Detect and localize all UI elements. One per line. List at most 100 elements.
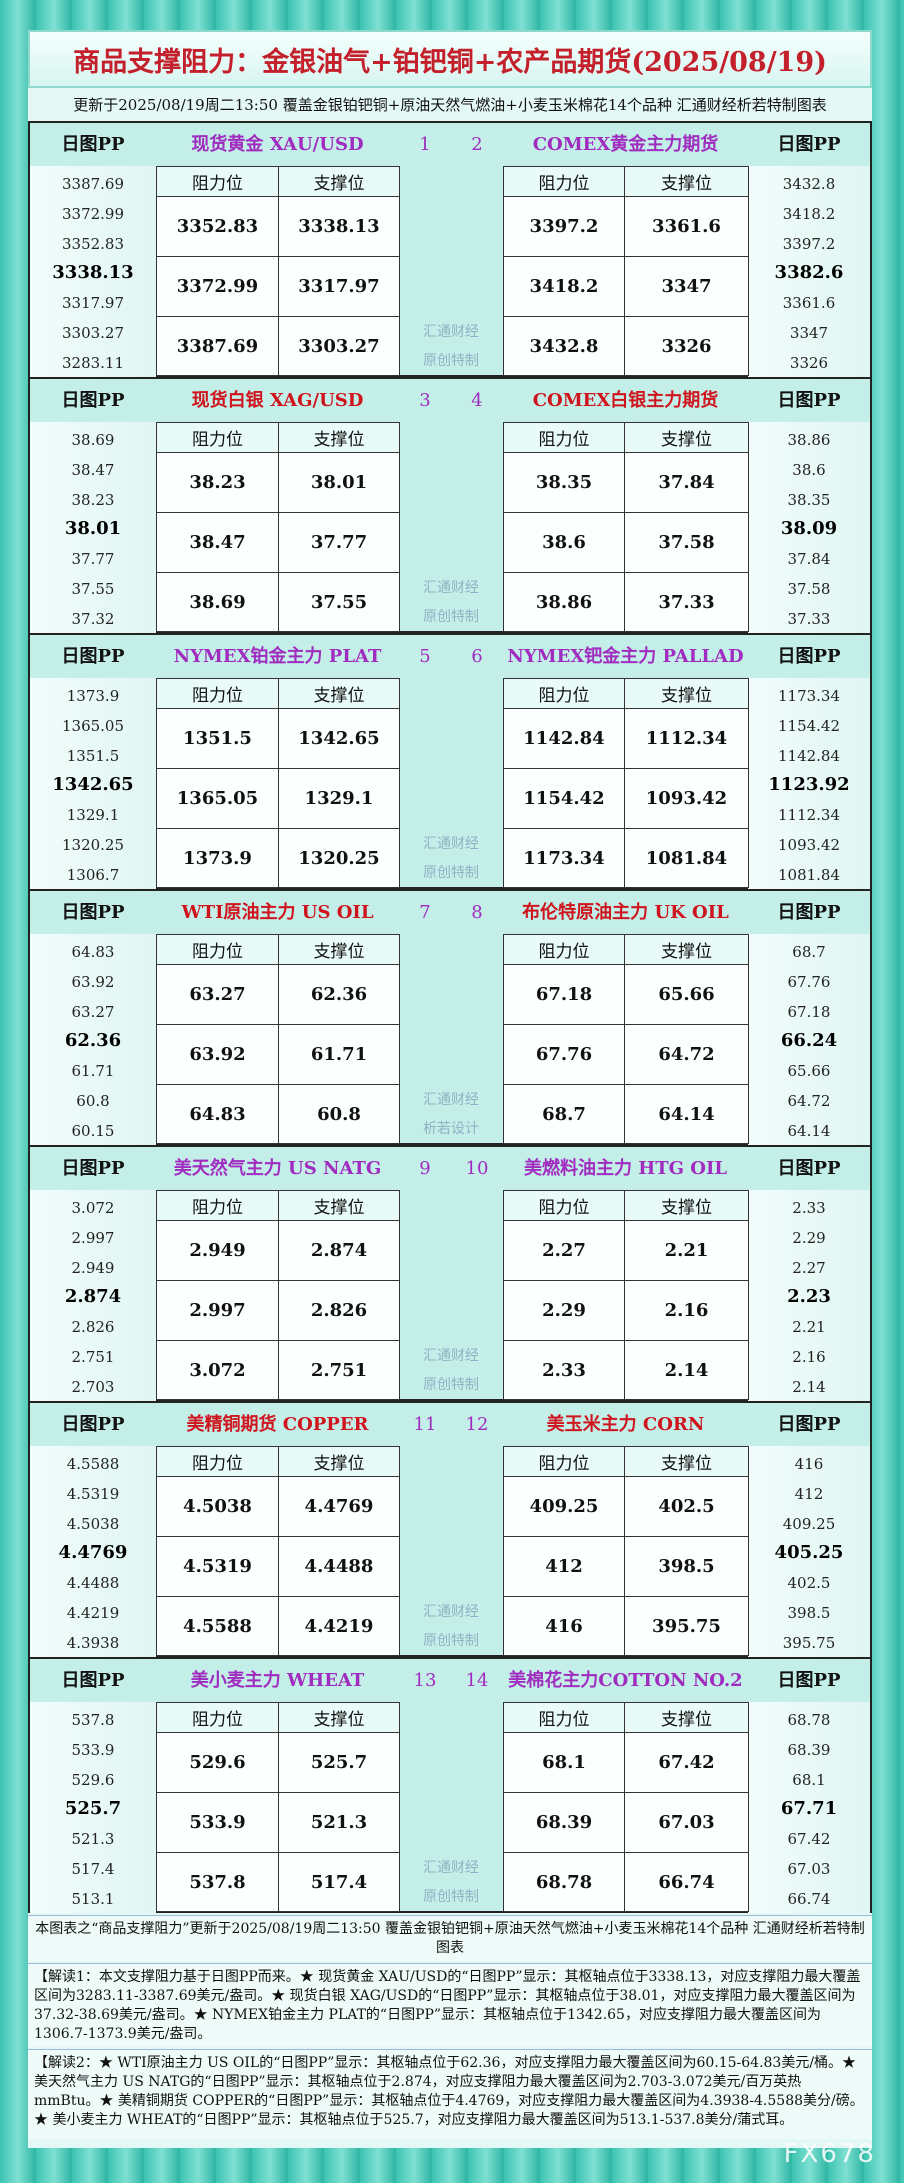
section: 日图PP 美天然气主力 US NATG 9 10 美燃料油主力 HTG OIL 日图PP 3…	[28, 1145, 872, 1401]
instrument-number: 8	[471, 902, 483, 923]
table-cell: 2.14	[624, 1340, 749, 1400]
instrument-name: 现货黄金 XAU/USD	[191, 134, 364, 155]
column-header: 阻力位	[503, 678, 625, 709]
watermark: 原创特制	[423, 1889, 479, 1905]
pp-value: 4.4488	[66, 1574, 120, 1593]
pp-value: 4.5319	[66, 1484, 120, 1503]
pp-label: 日图PP	[777, 1414, 841, 1435]
pp-value: 38.23	[71, 490, 115, 509]
table-cell: 3361.6	[624, 196, 749, 257]
table-cell: 1173.34	[503, 828, 625, 888]
pp-value: 521.3	[71, 1830, 115, 1849]
pp-column	[748, 678, 870, 889]
table-cell: 1112.34	[624, 708, 749, 769]
pp-column	[30, 166, 156, 377]
pp-column	[748, 1190, 870, 1401]
pp-label: 日图PP	[777, 390, 841, 411]
watermark: 原创特制	[423, 865, 479, 881]
pp-value: 2.997	[71, 1228, 115, 1247]
pp-value: 67.03	[787, 1860, 831, 1878]
pp-value: 1342.65	[52, 774, 134, 796]
pp-value: 64.14	[787, 1121, 831, 1140]
watermark: 原创特制	[423, 353, 479, 369]
table-cell: 1320.25	[278, 828, 400, 888]
pp-value: 1351.5	[66, 746, 120, 765]
pp-value: 1081.84	[777, 865, 841, 884]
pp-value: 1306.7	[66, 865, 120, 884]
pp-value: 1320.25	[61, 836, 125, 854]
pp-value: 2.23	[787, 1286, 831, 1308]
section: 日图PP 美小麦主力 WHEAT 13 14 美棉花主力COTTON NO.2 日图PP 5…	[28, 1657, 872, 1913]
table-cell: 3352.83	[156, 196, 279, 257]
pp-value: 67.71	[780, 1798, 838, 1820]
section: 日图PP WTI原油主力 US OIL 7 8 布伦特原油主力 UK OIL 日图PP 64…	[28, 889, 872, 1145]
subtitle: 更新于2025/08/19周二13:50 覆盖金银铂钯铜+原油天然气燃油+小麦玉…	[73, 96, 827, 114]
table-cell: 1154.42	[503, 768, 625, 829]
pp-value: 38.6	[792, 460, 826, 479]
table-cell: 61.71	[278, 1024, 400, 1085]
instrument-number: 7	[419, 902, 431, 923]
pp-value: 3352.83	[61, 234, 125, 253]
pp-value: 37.33	[787, 609, 831, 628]
pp-value: 38.86	[787, 431, 831, 449]
pp-value: 37.55	[71, 580, 115, 598]
table-cell: 3397.2	[503, 196, 625, 257]
table-cell: 3303.27	[278, 316, 400, 376]
pp-value: 4.5588	[66, 1455, 120, 1473]
column-header: 支撑位	[278, 1446, 400, 1477]
watermark: 汇通财经	[423, 1604, 479, 1620]
table-cell: 68.78	[503, 1852, 625, 1912]
table-cell: 2.949	[156, 1220, 279, 1281]
table-cell: 402.5	[624, 1476, 749, 1537]
instrument-name: 美燃料油主力 HTG OIL	[523, 1158, 728, 1179]
table-cell: 64.83	[156, 1084, 279, 1144]
table-cell: 38.01	[278, 452, 400, 513]
pp-column	[748, 422, 870, 633]
pp-value: 513.1	[71, 1889, 115, 1908]
instrument-number: 4	[471, 390, 483, 411]
pp-value: 3303.27	[61, 324, 125, 342]
pp-value: 1373.9	[66, 687, 120, 705]
pp-value: 68.7	[792, 943, 826, 961]
table-cell: 3338.13	[278, 196, 400, 257]
column-header: 阻力位	[156, 1446, 279, 1477]
instrument-name: 美精铜期货 COPPER	[186, 1414, 369, 1435]
instrument-name: 美天然气主力 US NATG	[173, 1158, 382, 1179]
table-cell: 4.5588	[156, 1596, 279, 1656]
table-cell: 37.77	[278, 512, 400, 573]
pp-value: 38.09	[780, 518, 838, 540]
table-cell: 38.35	[503, 452, 625, 513]
table-cell: 409.25	[503, 1476, 625, 1537]
column-header: 支撑位	[624, 678, 749, 709]
pp-column	[30, 1190, 156, 1401]
table-cell: 2.27	[503, 1220, 625, 1281]
pp-value: 1329.1	[66, 806, 120, 825]
pp-value: 2.751	[71, 1348, 115, 1366]
pp-value: 60.8	[76, 1092, 110, 1110]
column-header: 支撑位	[624, 1702, 749, 1733]
pp-value: 4.4769	[58, 1542, 128, 1564]
instrument-name: 美小麦主力 WHEAT	[190, 1670, 365, 1691]
pp-value: 61.71	[71, 1062, 115, 1081]
column-header: 阻力位	[503, 422, 625, 453]
instrument-number: 12	[465, 1414, 489, 1435]
pp-value: 3382.6	[774, 262, 844, 284]
pp-value: 37.32	[71, 609, 115, 628]
pp-value: 62.36	[64, 1030, 122, 1052]
instrument-name: NYMEX铂金主力 PLAT	[173, 646, 382, 667]
table-cell: 63.27	[156, 964, 279, 1025]
table-cell: 3347	[624, 256, 749, 317]
pp-column	[748, 1446, 870, 1657]
pp-value: 402.5	[787, 1574, 831, 1593]
table-cell: 4.4769	[278, 1476, 400, 1537]
column-header: 支撑位	[278, 934, 400, 965]
table-cell: 68.7	[503, 1084, 625, 1144]
pp-column	[30, 1446, 156, 1657]
pp-value: 398.5	[787, 1604, 831, 1622]
explanation: 【解读1：本文支撑阻力基于日图PP而来。★ 现货黄金 XAU/USD的“日图PP…	[28, 1963, 872, 2047]
table-cell: 4.4488	[278, 1536, 400, 1597]
column-header: 支撑位	[624, 422, 749, 453]
table-cell: 38.23	[156, 452, 279, 513]
pp-value: 525.7	[64, 1798, 122, 1820]
pp-value: 38.35	[787, 490, 831, 509]
